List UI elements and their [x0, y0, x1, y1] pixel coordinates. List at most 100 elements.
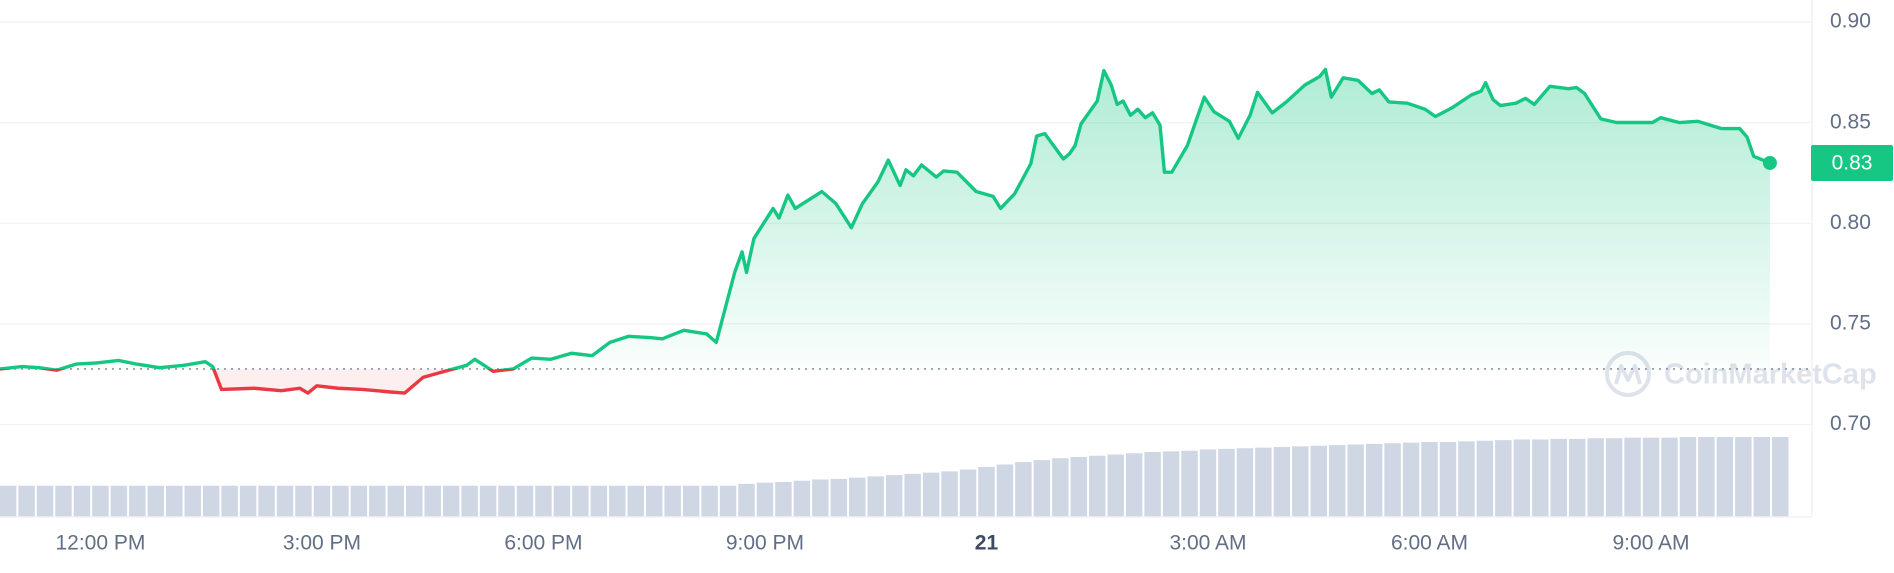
volume-bar — [1015, 462, 1032, 517]
volume-bar — [18, 485, 35, 517]
volume-bar — [885, 475, 903, 517]
volume-bar — [756, 482, 774, 517]
volume-bar — [627, 485, 644, 517]
volume-bar — [1532, 439, 1549, 517]
volume-bar — [682, 485, 700, 517]
volume-bar — [1458, 441, 1475, 517]
volume-bar — [1439, 442, 1457, 517]
y-tick-label: 0.75 — [1830, 311, 1871, 334]
volume-bar — [1587, 438, 1604, 517]
volume-bar — [1661, 437, 1678, 517]
volume-bar — [830, 478, 848, 517]
volume-bar — [442, 485, 460, 517]
y-tick-label: 0.90 — [1830, 10, 1871, 33]
volume-bar — [387, 485, 405, 517]
volume-bar — [332, 485, 349, 517]
volume-bar — [1735, 437, 1752, 517]
volume-bar — [1384, 443, 1401, 517]
volume-bar — [1568, 438, 1586, 517]
volume-bar — [1365, 443, 1383, 517]
volume-bar — [553, 485, 571, 517]
volume-bar — [1698, 437, 1715, 517]
last-price-dot — [1762, 155, 1777, 170]
volume-bar — [92, 485, 109, 517]
x-tick-label: 9:00 PM — [726, 532, 804, 555]
watermark: CoinMarketCap — [1605, 351, 1877, 397]
volume-bar — [166, 485, 183, 517]
volume-bar — [1513, 439, 1531, 517]
volume-bar — [184, 485, 201, 517]
volume-bar — [1236, 448, 1254, 517]
volume-bars — [0, 437, 1789, 517]
volume-bar — [202, 485, 220, 517]
volume-bar — [1716, 437, 1734, 517]
volume-bar — [1107, 454, 1124, 517]
volume-bar — [424, 485, 441, 517]
volume-bar — [1753, 437, 1771, 517]
volume-bar — [1273, 447, 1291, 517]
volume-bar — [1144, 452, 1161, 517]
volume-bar — [1679, 437, 1697, 517]
volume-bar — [36, 485, 54, 517]
volume-bar — [996, 464, 1014, 517]
x-tick-label: 3:00 PM — [283, 532, 361, 555]
volume-bar — [738, 483, 755, 517]
volume-bar — [295, 485, 312, 517]
volume-bar — [867, 476, 884, 517]
volume-bar — [1089, 455, 1106, 517]
volume-bar — [350, 485, 368, 517]
volume-bar — [959, 469, 977, 517]
volume-bar — [1772, 437, 1789, 517]
plot — [0, 67, 1812, 395]
volume-bar — [572, 485, 589, 517]
volume-bar — [55, 485, 72, 517]
volume-bar — [0, 485, 17, 517]
volume-bar — [147, 485, 165, 517]
volume-bar — [369, 485, 386, 517]
volume-bar — [1292, 446, 1309, 517]
volume-bar — [313, 485, 331, 517]
volume-bar — [609, 485, 626, 517]
watermark-logo-mark — [1614, 364, 1642, 385]
area-fill-up — [0, 69, 1770, 369]
volume-bar — [276, 485, 294, 517]
volume-bar — [1181, 450, 1198, 517]
volume-bar — [1328, 445, 1346, 517]
price-tag-bg — [1811, 144, 1893, 181]
volume-bar — [590, 485, 608, 517]
volume-bar — [775, 482, 792, 517]
x-tick-label: 21 — [975, 532, 999, 555]
volume-bar — [1421, 442, 1438, 517]
volume-bar — [461, 485, 478, 517]
volume-bar — [1624, 437, 1641, 517]
price-line-down — [0, 368, 517, 395]
volume-bar — [1642, 437, 1660, 517]
volume-bar — [1255, 447, 1272, 517]
volume-bar — [664, 485, 681, 517]
volume-bar — [406, 485, 423, 517]
volume-bar — [221, 485, 238, 517]
volume-bar — [849, 477, 866, 517]
volume-bar — [701, 485, 718, 517]
volume-bar — [535, 485, 552, 517]
x-tick-label: 3:00 AM — [1169, 532, 1246, 555]
price-tag: 0.83 — [1832, 151, 1873, 174]
volume-bar — [1495, 440, 1512, 517]
volume-bar — [479, 485, 497, 517]
x-tick-label: 9:00 AM — [1613, 532, 1690, 555]
volume-bar — [1605, 438, 1623, 517]
price-line-up — [0, 67, 1772, 369]
volume-bar — [793, 480, 811, 517]
volume-bar — [904, 473, 921, 517]
y-tick-label: 0.70 — [1830, 412, 1871, 435]
volume-bar — [1070, 457, 1088, 517]
volume-bar — [1310, 445, 1327, 517]
volume-bar — [978, 467, 995, 517]
area-fill-down — [0, 368, 1770, 394]
volume-bar — [941, 471, 958, 517]
x-tick-label: 6:00 PM — [504, 532, 582, 555]
volume-bar — [645, 485, 663, 517]
volume-bar — [1550, 438, 1567, 517]
volume-bar — [258, 485, 275, 517]
